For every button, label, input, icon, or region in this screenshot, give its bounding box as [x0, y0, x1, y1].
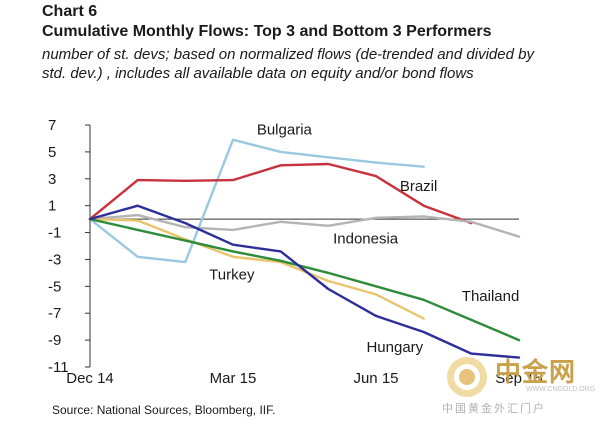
series-label-brazil: Brazil: [400, 178, 438, 195]
chart-title: Cumulative Monthly Flows: Top 3 and Bott…: [42, 23, 492, 40]
series-line-indonesia: [88, 213, 521, 238]
y-tick-label: -9: [48, 332, 61, 349]
series-line-brazil: [88, 162, 473, 225]
y-tick-label: -3: [48, 251, 61, 268]
x-tick-label: Dec 14: [66, 370, 114, 387]
series-label-indonesia: Indonesia: [333, 230, 399, 247]
y-tick-label: 3: [48, 171, 56, 188]
watermark-coin-icon: [447, 357, 487, 397]
series-line-turkey: [88, 217, 425, 320]
chart-series: [88, 138, 521, 359]
y-tick-label: 5: [48, 144, 56, 161]
y-tick-label: 1: [48, 198, 56, 215]
series-label-thailand: Thailand: [462, 288, 520, 305]
series-label-hungary: Hungary: [366, 339, 423, 356]
y-tick-label: -5: [48, 278, 61, 295]
y-tick-label: -11: [48, 359, 69, 376]
x-tick-label: Sep 15: [495, 370, 543, 387]
series-label-turkey: Turkey: [209, 267, 255, 284]
series-label-bulgaria: Bulgaria: [257, 121, 313, 138]
chart-subtitle: number of st. devs; based on normalized …: [42, 46, 534, 82]
series-line-bulgaria: [88, 138, 425, 264]
chart-label: Chart 6: [42, 3, 98, 20]
x-tick-label: Mar 15: [210, 370, 257, 387]
chart-series-labels: Bulgaria Brazil Indonesia Turkey Thailand Hun…: [209, 121, 519, 356]
watermark-sub: 中国黄金外汇门户: [442, 403, 546, 415]
y-tick-label: -7: [48, 305, 61, 322]
x-tick-label: Jun 15: [353, 370, 398, 387]
y-tick-label: 7: [48, 117, 56, 134]
series-line-thailand: [88, 217, 521, 342]
watermark-url: WWW.CNGOLD.ORG: [526, 386, 596, 393]
series-line-hungary: [88, 204, 521, 359]
chart-source: Source: National Sources, Bloomberg, IIF…: [52, 403, 276, 417]
watermark-text: 中金网: [495, 357, 577, 387]
watermark-logo: 中金网 WWW.CNGOLD.ORG 中国黄金外汇门户: [440, 350, 595, 420]
y-tick-label: -1: [48, 225, 61, 242]
